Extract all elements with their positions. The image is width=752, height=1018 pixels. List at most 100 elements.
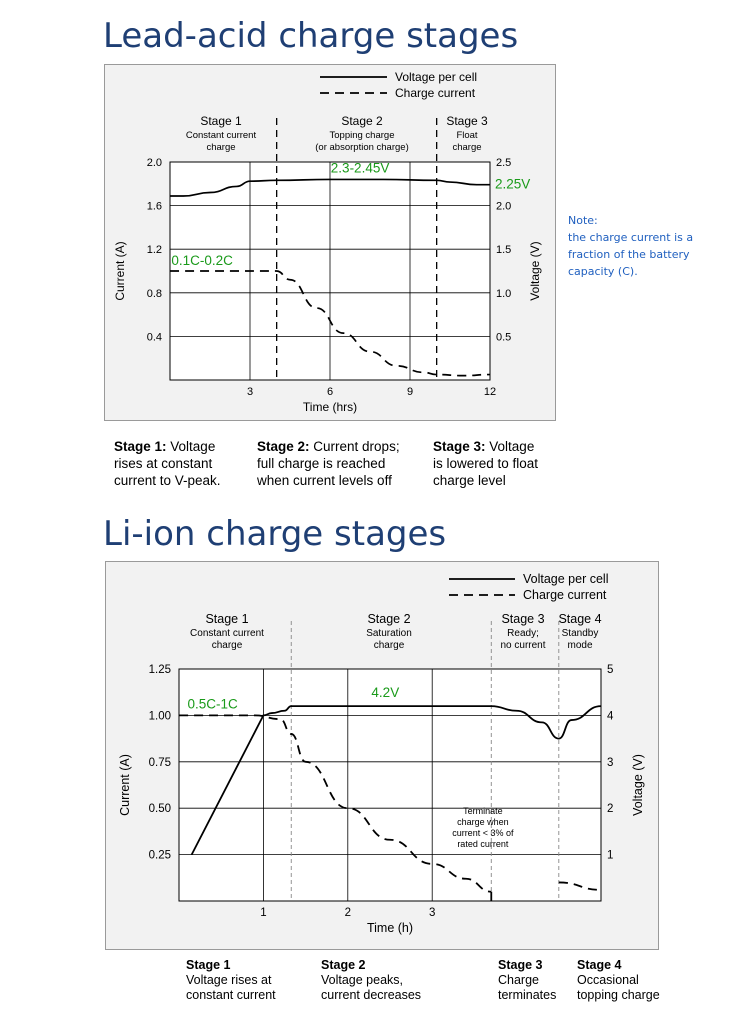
liion-caption-1-line: Voltage rises at — [186, 973, 272, 987]
lead-caption-2-text: Current drops; — [309, 439, 400, 454]
lead-acid-title: Lead-acid charge stages — [103, 16, 519, 56]
stage-desc: charge — [212, 640, 243, 651]
liion-caption-3: Stage 3 Charge terminates — [498, 958, 556, 1003]
x-tick-label: 12 — [484, 386, 496, 398]
lead-caption-1-text: Voltage — [166, 439, 216, 454]
liion-caption-1-line: constant current — [186, 988, 276, 1002]
stage-desc: Ready; — [507, 628, 539, 639]
y-axis-label: Current (A) — [118, 754, 132, 816]
lead-caption-3: Stage 3: Voltage is lowered to float cha… — [433, 438, 538, 489]
stage-desc: (or absorption charge) — [315, 142, 408, 153]
y-tick-label: 1.25 — [149, 664, 171, 676]
lead-caption-1-line: rises at constant — [114, 456, 213, 471]
float-voltage-annotation: 2.25V — [495, 177, 530, 192]
x-tick-label: 3 — [247, 386, 253, 398]
stage-desc: Saturation — [366, 628, 412, 639]
legend-voltage-label: Voltage per cell — [523, 572, 608, 586]
y2-axis-label: Voltage (V) — [631, 754, 645, 816]
x-tick-label: 6 — [327, 386, 333, 398]
x-tick-label: 2 — [345, 907, 351, 919]
lead-caption-3-text: Voltage — [485, 439, 535, 454]
voltage-series — [170, 178, 490, 197]
lead-caption-3-head: Stage 3: — [433, 439, 486, 454]
y-tick-label: 0.4 — [147, 331, 162, 343]
y2-tick-label: 1 — [607, 850, 613, 862]
y2-axis-label: Voltage (V) — [528, 241, 542, 300]
li-ion-chart: 0.25 0.50 0.75 1.00 1.25 1 2 3 4 5 1 2 3 Time (h) Curr… — [105, 561, 659, 950]
y2-tick-label: 2.5 — [496, 157, 511, 169]
liion-caption-2-line: current decreases — [321, 988, 422, 1002]
terminate-note: charge when — [457, 817, 509, 827]
liion-caption-2-line: Voltage peaks, — [321, 973, 404, 987]
legend-current-label: Charge current — [395, 86, 476, 100]
note-head: Note: — [568, 214, 598, 227]
y-tick-label: 2.0 — [147, 157, 162, 169]
stage-desc: Constant current — [186, 130, 257, 141]
terminate-note: rated current — [457, 839, 509, 849]
lead-caption-2-head: Stage 2: — [257, 439, 310, 454]
stage-name: Stage 2 — [367, 612, 410, 626]
x-tick-label: 3 — [429, 907, 435, 919]
stage-desc: charge — [206, 142, 235, 153]
y2-tick-label: 0.5 — [496, 331, 511, 343]
liion-caption-3-line: Charge — [498, 973, 539, 987]
stage-desc: Standby — [562, 628, 599, 639]
x-axis-label: Time (h) — [367, 921, 413, 935]
y-axis-label: Current (A) — [113, 241, 127, 300]
liion-caption-3-line: terminates — [498, 988, 557, 1002]
note: Note: the charge current is a fraction o… — [568, 212, 738, 280]
plot-area — [179, 669, 601, 901]
y-tick-label: 0.8 — [147, 288, 162, 300]
li-ion-title: Li-ion charge stages — [103, 514, 447, 554]
terminate-note: current < 3% of — [452, 828, 514, 838]
stage-desc: Topping charge — [330, 130, 395, 141]
liion-caption-4: Stage 4 Occasional topping charge — [577, 958, 660, 1003]
y2-tick-label: 1.5 — [496, 244, 511, 256]
stage-desc: charge — [374, 640, 405, 651]
y2-tick-label: 3 — [607, 757, 613, 769]
y-tick-label: 0.25 — [149, 850, 171, 862]
stage-name: Stage 3 — [446, 114, 488, 128]
stage-name: Stage 3 — [501, 612, 544, 626]
terminate-note: Terminate — [463, 806, 503, 816]
current-annotation: 0.1C-0.2C — [171, 253, 233, 268]
y-tick-label: 1.00 — [149, 710, 171, 722]
lead-caption-2: Stage 2: Current drops; full charge is r… — [257, 438, 400, 489]
lead-acid-chart: 0.4 0.8 1.2 1.6 2.0 0.5 1.0 1.5 2.0 2.5 3 6 9 12 Time … — [104, 64, 556, 421]
lead-caption-1-head: Stage 1: — [114, 439, 167, 454]
lead-caption-2-line: when current levels off — [257, 473, 392, 488]
lead-caption-3-line: charge level — [433, 473, 506, 488]
stage-desc: mode — [567, 640, 592, 651]
liion-caption-4-line: Occasional — [577, 973, 639, 987]
y-tick-label: 0.75 — [149, 757, 171, 769]
y2-tick-label: 2 — [607, 803, 613, 815]
liion-caption-2-head: Stage 2 — [321, 958, 366, 972]
stage-desc: charge — [452, 142, 481, 153]
liion-caption-4-line: topping charge — [577, 988, 660, 1002]
liion-caption-3-head: Stage 3 — [498, 958, 543, 972]
x-axis-label: Time (hrs) — [303, 400, 357, 414]
liion-caption-1-head: Stage 1 — [186, 958, 231, 972]
x-tick-label: 1 — [260, 907, 266, 919]
stage-name: Stage 2 — [341, 114, 383, 128]
note-body: the charge current is a fraction of the … — [568, 231, 694, 278]
y2-tick-label: 4 — [607, 710, 614, 722]
lead-caption-1-line: current to V-peak. — [114, 473, 221, 488]
legend-voltage-label: Voltage per cell — [395, 70, 477, 84]
current-annotation: 0.5C-1C — [187, 696, 238, 711]
liion-caption-2: Stage 2 Voltage peaks, current decreases — [321, 958, 421, 1003]
y2-tick-label: 2.0 — [496, 201, 511, 213]
stage-name: Stage 4 — [558, 612, 601, 626]
stage-name: Stage 1 — [200, 114, 242, 128]
stage-desc: Float — [456, 130, 477, 141]
topping-voltage-annotation: 2.3-2.45V — [331, 160, 390, 175]
lead-caption-3-line: is lowered to float — [433, 456, 539, 471]
plot-border — [178, 668, 602, 902]
liion-caption-4-head: Stage 4 — [577, 958, 622, 972]
stage-desc: Constant current — [190, 628, 264, 639]
current-series — [169, 270, 491, 377]
y-tick-label: 0.50 — [149, 803, 171, 815]
current-series — [558, 881, 602, 891]
y2-tick-label: 5 — [607, 664, 613, 676]
voltage-annotation: 4.2V — [371, 685, 399, 700]
